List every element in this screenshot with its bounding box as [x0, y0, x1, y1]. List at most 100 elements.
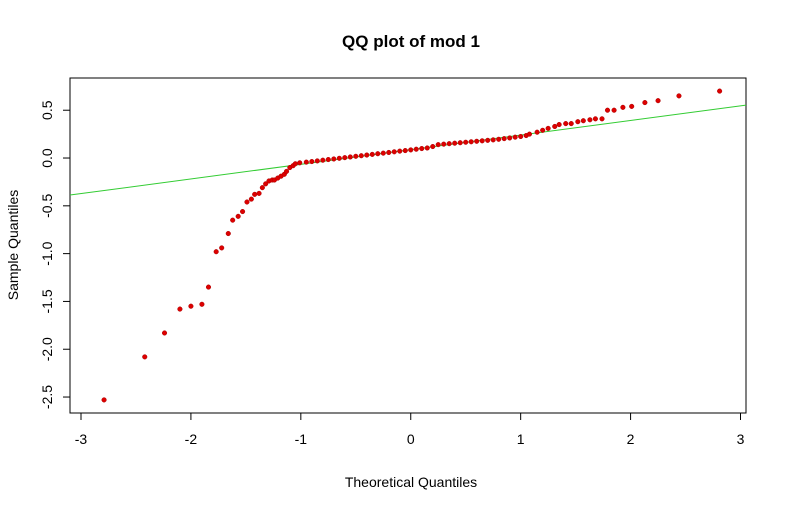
- point: [336, 155, 342, 161]
- y-tick-label: -1.0: [39, 241, 55, 265]
- point: [479, 138, 485, 144]
- point: [552, 123, 558, 130]
- point: [611, 107, 617, 113]
- point: [575, 119, 581, 125]
- point: [717, 88, 723, 94]
- point: [283, 168, 290, 174]
- point: [235, 213, 241, 219]
- point: [142, 354, 148, 360]
- y-tick-label: -0.5: [39, 194, 55, 218]
- point: [599, 116, 605, 122]
- y-tick-label: 0.0: [39, 148, 55, 168]
- point: [501, 136, 507, 142]
- point: [375, 151, 381, 157]
- y-tick-label: -2.5: [39, 385, 55, 409]
- point: [485, 137, 491, 143]
- point: [391, 149, 397, 155]
- point: [347, 154, 353, 160]
- point: [568, 121, 574, 127]
- point: [496, 136, 502, 142]
- point: [259, 185, 265, 191]
- x-tick-label: -3: [75, 431, 88, 447]
- point: [256, 190, 262, 196]
- y-tick-label: -1.5: [39, 289, 55, 313]
- point: [629, 103, 635, 109]
- point: [620, 104, 626, 110]
- point: [419, 146, 425, 152]
- chart-title: QQ plot of mod 1: [342, 32, 480, 51]
- point: [413, 146, 419, 152]
- x-tick-label: 2: [627, 431, 635, 447]
- point: [474, 138, 480, 144]
- point: [463, 139, 469, 145]
- y-tick-label: -2.0: [39, 337, 55, 361]
- point: [441, 141, 447, 147]
- point: [314, 158, 320, 164]
- point: [364, 152, 370, 158]
- point: [563, 121, 569, 127]
- reference-line: [69, 104, 747, 196]
- point: [386, 149, 392, 156]
- plot-frame: [69, 77, 747, 414]
- point: [252, 191, 258, 197]
- point: [213, 249, 219, 255]
- point: [468, 139, 474, 145]
- x-axis-label: Theoretical Quantiles: [345, 474, 477, 490]
- point: [161, 330, 168, 336]
- point: [452, 140, 458, 146]
- point: [325, 157, 331, 163]
- point: [604, 107, 611, 113]
- x-tick-label: -2: [185, 431, 198, 447]
- point: [512, 134, 518, 140]
- point: [592, 116, 598, 122]
- x-tick-label: 0: [407, 431, 415, 447]
- x-tick-label: -1: [295, 431, 308, 447]
- point: [342, 155, 348, 161]
- point: [240, 209, 246, 215]
- point: [380, 150, 386, 156]
- point: [353, 153, 359, 159]
- point: [402, 148, 408, 154]
- point: [248, 196, 254, 202]
- x-tick-label: 3: [737, 431, 745, 447]
- point: [490, 137, 496, 143]
- y-axis-label: Sample Quantiles: [5, 190, 21, 301]
- point: [225, 230, 231, 237]
- point: [446, 141, 452, 147]
- point: [580, 118, 586, 124]
- point: [457, 140, 463, 146]
- point: [676, 93, 682, 99]
- point: [309, 159, 315, 165]
- point: [397, 148, 403, 154]
- point: [408, 147, 414, 153]
- x-tick-label: 1: [517, 431, 525, 447]
- point: [199, 301, 205, 307]
- point: [358, 153, 364, 159]
- point: [188, 303, 194, 309]
- point: [369, 151, 375, 157]
- point: [507, 135, 513, 141]
- point: [101, 397, 107, 403]
- point: [230, 217, 236, 223]
- point: [655, 98, 661, 104]
- point: [556, 122, 562, 128]
- point: [642, 100, 648, 106]
- point: [430, 143, 436, 150]
- point: [534, 129, 540, 135]
- point: [244, 199, 250, 205]
- point: [297, 160, 303, 166]
- point: [292, 161, 298, 167]
- point: [205, 284, 212, 290]
- point: [424, 145, 430, 151]
- point: [263, 181, 269, 187]
- y-tick-label: 0.5: [39, 100, 55, 120]
- point: [320, 157, 326, 163]
- point: [540, 127, 546, 133]
- point: [303, 159, 309, 165]
- point: [435, 142, 441, 148]
- point: [518, 133, 524, 140]
- point: [177, 306, 183, 312]
- point: [331, 156, 337, 162]
- point: [545, 125, 551, 131]
